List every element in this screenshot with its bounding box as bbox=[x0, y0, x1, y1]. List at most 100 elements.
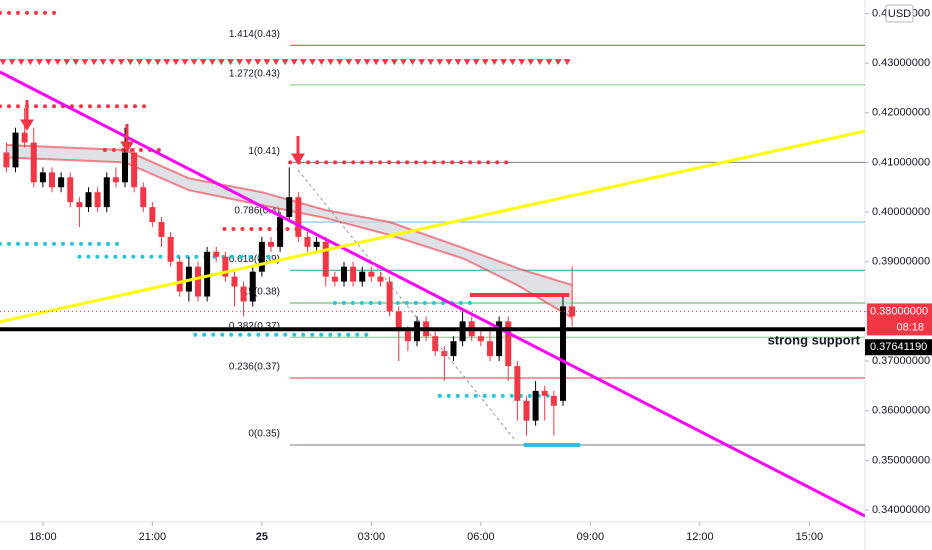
candle-body bbox=[12, 132, 19, 168]
fib-label: 0.618(0.39) bbox=[229, 254, 280, 265]
triangle bbox=[445, 59, 453, 66]
triangle bbox=[181, 59, 189, 66]
candle-body bbox=[277, 217, 284, 247]
triangle bbox=[490, 59, 498, 66]
fib-label: 0.786(0.4) bbox=[234, 206, 280, 217]
candle-body bbox=[486, 341, 493, 357]
trend-line bbox=[0, 129, 865, 324]
candle-body bbox=[450, 341, 457, 357]
triangle bbox=[336, 59, 344, 66]
candle-body bbox=[85, 192, 92, 208]
candle-body bbox=[359, 271, 366, 282]
triangle bbox=[281, 59, 289, 66]
triangle bbox=[245, 59, 253, 66]
candle-body bbox=[240, 286, 247, 302]
candle-body bbox=[505, 321, 512, 367]
y-tick-label: 0.39000000 bbox=[872, 256, 930, 268]
triangle-level bbox=[0, 59, 571, 66]
fib-label: 0(0.35) bbox=[248, 429, 280, 440]
fib-label: 1.272(0.43) bbox=[229, 69, 280, 80]
triangle bbox=[81, 59, 89, 66]
trend-line bbox=[0, 70, 865, 518]
candle-body bbox=[258, 241, 265, 272]
triangle bbox=[90, 59, 98, 66]
x-tick-label: 06:00 bbox=[467, 531, 495, 543]
candle-body bbox=[30, 142, 37, 183]
triangle bbox=[518, 59, 526, 66]
triangle bbox=[427, 59, 435, 66]
candle-body bbox=[340, 266, 347, 282]
arrow-head bbox=[120, 141, 134, 153]
triangle bbox=[481, 59, 489, 66]
candle-body bbox=[195, 266, 202, 297]
y-tick-label: 0.36000000 bbox=[872, 405, 930, 417]
triangle bbox=[500, 59, 507, 66]
triangle bbox=[26, 59, 34, 66]
triangle bbox=[190, 59, 198, 66]
candle-body bbox=[176, 261, 183, 292]
fib-label: 0.236(0.37) bbox=[229, 362, 280, 373]
triangle bbox=[45, 59, 52, 66]
triangle bbox=[318, 59, 325, 66]
candle-body bbox=[331, 276, 338, 282]
triangle bbox=[381, 59, 389, 66]
x-tick-label: 21:00 bbox=[139, 531, 167, 543]
triangle bbox=[17, 59, 25, 66]
triangle bbox=[254, 59, 262, 66]
candle-body bbox=[350, 266, 357, 282]
candle-body bbox=[49, 172, 56, 188]
candle-body bbox=[231, 276, 238, 287]
triangle bbox=[545, 59, 553, 66]
y-tick-label: 0.35000000 bbox=[872, 454, 930, 466]
ma-lower bbox=[6, 156, 573, 319]
candle-body bbox=[496, 321, 503, 357]
triangle bbox=[454, 59, 462, 66]
candle-body bbox=[76, 202, 83, 208]
triangle bbox=[145, 59, 153, 66]
x-tick-label: 15:00 bbox=[796, 531, 824, 543]
candle-body bbox=[514, 366, 521, 401]
triangle bbox=[399, 59, 407, 66]
candle-body bbox=[550, 395, 557, 406]
triangle bbox=[327, 59, 335, 66]
candle-body bbox=[286, 197, 293, 218]
support-price-bg bbox=[865, 339, 932, 356]
candle-body bbox=[368, 271, 375, 277]
triangle bbox=[217, 59, 225, 66]
triangle bbox=[390, 59, 398, 66]
candle-body bbox=[541, 390, 548, 396]
triangle bbox=[117, 59, 125, 66]
candle-body bbox=[58, 177, 65, 188]
candle-body bbox=[395, 311, 402, 332]
candle-body bbox=[441, 351, 448, 357]
signal-arrows bbox=[20, 100, 305, 165]
candle-body bbox=[21, 132, 28, 143]
triangle bbox=[136, 59, 143, 66]
support-price: 0.37641190 bbox=[870, 341, 927, 353]
candle-body bbox=[103, 177, 110, 208]
triangle bbox=[418, 59, 426, 66]
fib-anchor-line bbox=[297, 169, 516, 441]
triangle bbox=[299, 59, 307, 66]
last-price-bg bbox=[867, 303, 932, 336]
candle-body bbox=[459, 321, 466, 342]
candle-body bbox=[532, 390, 539, 421]
triangle bbox=[0, 59, 7, 66]
x-tick-label: 09:00 bbox=[577, 531, 605, 543]
x-tick-label: 12:00 bbox=[686, 531, 714, 543]
triangle bbox=[154, 59, 162, 66]
candle-body bbox=[94, 192, 101, 208]
triangle bbox=[363, 59, 371, 66]
support-text: strong support bbox=[768, 333, 861, 348]
fib-label: 1(0.41) bbox=[248, 146, 280, 157]
triangle bbox=[472, 59, 480, 66]
triangle bbox=[54, 59, 62, 66]
x-tick-label: 25 bbox=[256, 531, 268, 543]
triangle bbox=[536, 59, 544, 66]
candle-body bbox=[304, 236, 311, 247]
candle-body bbox=[413, 321, 420, 342]
y-tick-label: 0.37000000 bbox=[872, 355, 930, 367]
candle-body bbox=[122, 152, 129, 183]
currency-badge bbox=[885, 4, 914, 23]
candle-body bbox=[167, 236, 174, 262]
